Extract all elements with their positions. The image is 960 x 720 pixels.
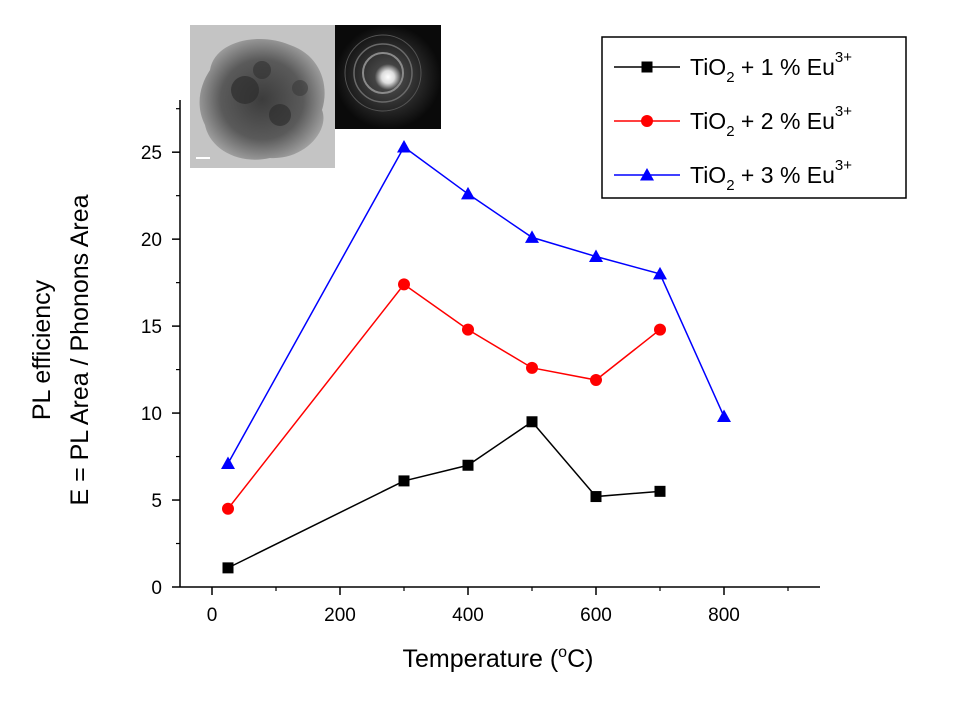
data-point-series-1	[222, 562, 234, 574]
y-tick-label: 25	[141, 143, 162, 164]
legend: TiO2 + 1 % Eu3+ TiO2 + 2 % Eu3+ TiO2 + 3 %…	[601, 36, 907, 199]
data-point-series-1	[462, 459, 474, 471]
y-tick-label: 10	[141, 404, 162, 425]
legend-marker-2	[641, 115, 653, 127]
x-tick-label: 800	[708, 605, 740, 626]
data-point-series-1	[654, 485, 666, 497]
legend-label-3: TiO2 + 3 % Eu3+	[690, 157, 852, 194]
y-tick-label: 20	[141, 230, 162, 251]
data-point-series-3	[397, 139, 411, 153]
legend-label-2: TiO2 + 2 % Eu3+	[690, 103, 852, 140]
y-axis-title-line1: PL efficiency	[28, 279, 56, 420]
data-point-series-3	[653, 266, 667, 280]
tem-micrograph-image	[190, 25, 335, 168]
y-tick-label: 15	[141, 317, 162, 338]
data-point-series-2	[222, 502, 234, 515]
x-tick-label: 400	[452, 605, 484, 626]
series-line-2	[227, 283, 661, 510]
y-tick-label: 0	[151, 578, 162, 599]
data-point-series-2	[462, 323, 474, 336]
data-point-series-2	[654, 323, 666, 336]
x-axis-title: Temperature (oC)	[403, 644, 594, 673]
legend-marker-3	[640, 168, 654, 181]
data-point-series-3	[717, 409, 731, 423]
data-point-series-1	[398, 475, 410, 487]
legend-box	[601, 36, 907, 199]
x-tick-label: 600	[580, 605, 612, 626]
inset-images	[190, 25, 441, 168]
data-point-series-2	[590, 374, 602, 387]
ticks: 0 200 400 600 800 0 5 10 15 20 25	[141, 108, 789, 626]
data-point-series-3	[525, 230, 539, 243]
axes	[179, 100, 820, 588]
data-point-series-3	[461, 186, 475, 200]
legend-label-1: TiO2 + 1 % Eu3+	[690, 49, 852, 86]
y-axis-title-line2: E = PL Area / Phonons Area	[66, 194, 94, 505]
y-tick-label: 5	[151, 491, 162, 512]
plot-markers	[221, 139, 731, 574]
diffraction-pattern-image	[335, 25, 441, 129]
data-point-series-1	[526, 416, 538, 428]
legend-marker-1	[641, 61, 653, 73]
series-line-1	[227, 420, 661, 569]
plot-lines	[227, 145, 725, 569]
x-tick-label: 200	[324, 605, 356, 626]
data-point-series-3	[589, 249, 603, 263]
x-tick-label: 0	[207, 605, 218, 626]
data-point-series-1	[590, 491, 602, 503]
data-point-series-3	[221, 456, 235, 470]
data-point-series-2	[398, 278, 410, 291]
data-point-series-2	[526, 361, 538, 374]
